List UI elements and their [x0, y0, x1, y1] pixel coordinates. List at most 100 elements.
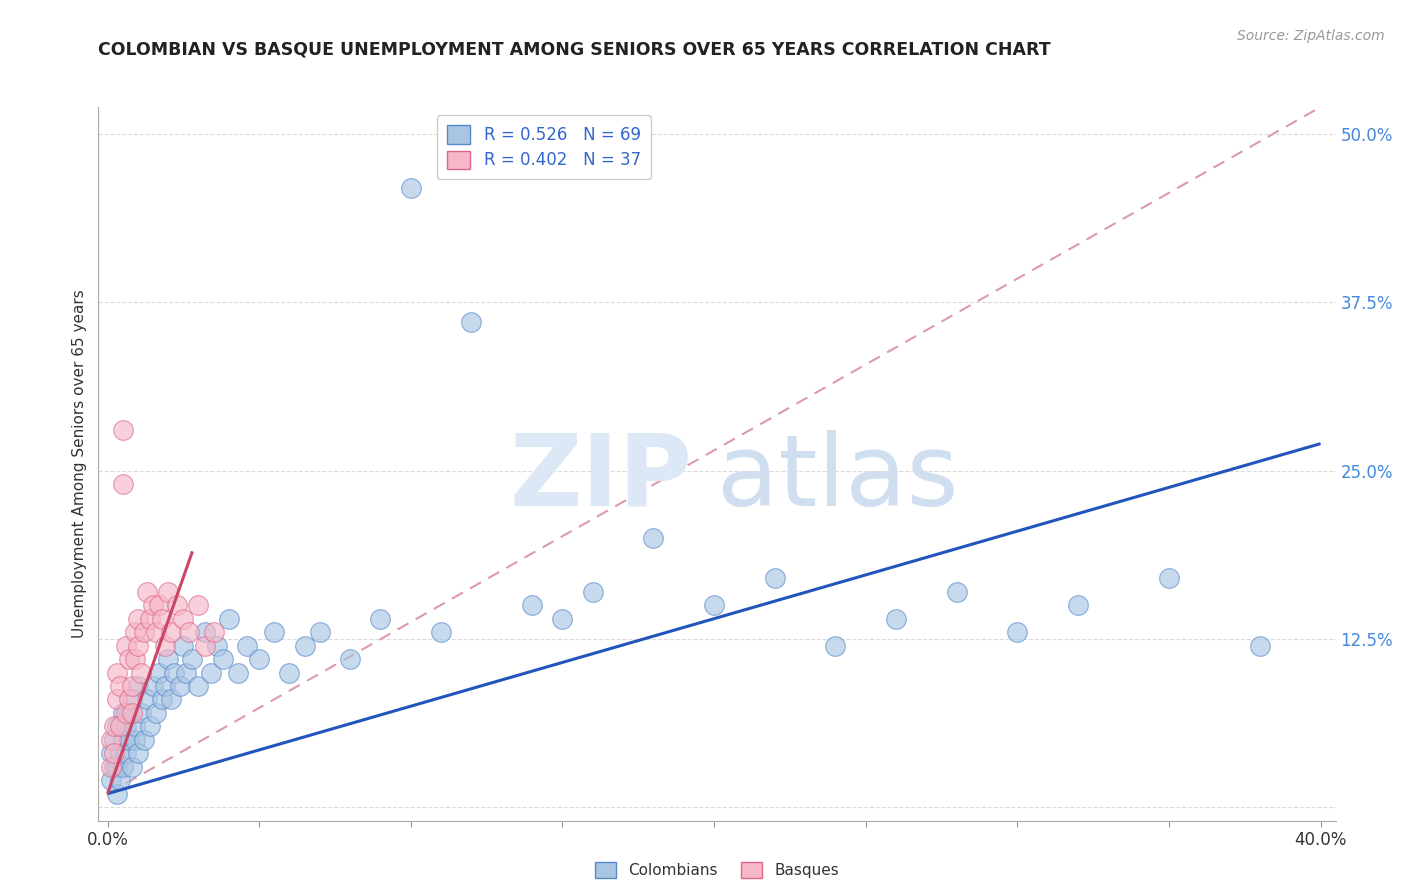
Text: COLOMBIAN VS BASQUE UNEMPLOYMENT AMONG SENIORS OVER 65 YEARS CORRELATION CHART: COLOMBIAN VS BASQUE UNEMPLOYMENT AMONG S… — [98, 40, 1052, 58]
Point — [100, 732, 122, 747]
Point — [169, 679, 191, 693]
Point — [114, 706, 136, 720]
Point — [294, 639, 316, 653]
Point — [103, 719, 125, 733]
Point — [142, 679, 165, 693]
Point — [1067, 598, 1090, 612]
Point — [111, 732, 134, 747]
Point — [236, 639, 259, 653]
Point — [105, 760, 128, 774]
Point — [105, 692, 128, 706]
Point — [370, 612, 392, 626]
Text: ZIP: ZIP — [509, 430, 692, 526]
Point — [108, 719, 131, 733]
Point — [103, 732, 125, 747]
Point — [136, 584, 159, 599]
Point — [139, 719, 162, 733]
Point — [127, 679, 149, 693]
Point — [157, 652, 180, 666]
Point — [127, 747, 149, 761]
Point — [129, 665, 152, 680]
Text: Source: ZipAtlas.com: Source: ZipAtlas.com — [1237, 29, 1385, 43]
Point — [1157, 571, 1180, 585]
Point — [145, 706, 167, 720]
Point — [945, 584, 967, 599]
Point — [176, 665, 198, 680]
Point — [202, 625, 225, 640]
Point — [100, 747, 122, 761]
Point — [111, 760, 134, 774]
Point — [150, 612, 173, 626]
Point — [118, 692, 141, 706]
Point — [163, 665, 186, 680]
Point — [108, 747, 131, 761]
Point — [150, 692, 173, 706]
Point — [211, 652, 233, 666]
Point — [139, 612, 162, 626]
Point — [114, 639, 136, 653]
Legend: Colombians, Basques: Colombians, Basques — [589, 855, 845, 884]
Point — [132, 732, 155, 747]
Point — [132, 625, 155, 640]
Point — [124, 719, 146, 733]
Text: atlas: atlas — [717, 430, 959, 526]
Point — [157, 584, 180, 599]
Point — [187, 598, 209, 612]
Point — [884, 612, 907, 626]
Point — [399, 181, 422, 195]
Point — [193, 639, 215, 653]
Point — [824, 639, 846, 653]
Point — [193, 625, 215, 640]
Point — [148, 665, 170, 680]
Point — [226, 665, 249, 680]
Point — [105, 719, 128, 733]
Point — [460, 316, 482, 330]
Point — [551, 612, 574, 626]
Point — [179, 625, 201, 640]
Point — [124, 652, 146, 666]
Point — [187, 679, 209, 693]
Point — [339, 652, 361, 666]
Point — [153, 639, 176, 653]
Point — [105, 665, 128, 680]
Y-axis label: Unemployment Among Seniors over 65 years: Unemployment Among Seniors over 65 years — [72, 290, 87, 638]
Point — [121, 706, 143, 720]
Point — [153, 679, 176, 693]
Point — [127, 639, 149, 653]
Point — [172, 639, 194, 653]
Point — [142, 598, 165, 612]
Point — [166, 598, 188, 612]
Point — [103, 760, 125, 774]
Point — [111, 477, 134, 491]
Point — [108, 773, 131, 788]
Point — [263, 625, 285, 640]
Point — [127, 612, 149, 626]
Point — [111, 423, 134, 437]
Point — [205, 639, 228, 653]
Point — [763, 571, 786, 585]
Point — [1007, 625, 1029, 640]
Point — [129, 706, 152, 720]
Point — [121, 760, 143, 774]
Point — [118, 706, 141, 720]
Point — [121, 692, 143, 706]
Point — [105, 787, 128, 801]
Point — [111, 706, 134, 720]
Point — [118, 652, 141, 666]
Point — [1249, 639, 1271, 653]
Point — [124, 625, 146, 640]
Point — [181, 652, 204, 666]
Point — [582, 584, 605, 599]
Point — [172, 612, 194, 626]
Point — [200, 665, 222, 680]
Point — [247, 652, 270, 666]
Point — [160, 692, 183, 706]
Point — [520, 598, 543, 612]
Point — [121, 679, 143, 693]
Point — [114, 747, 136, 761]
Point — [136, 692, 159, 706]
Point — [103, 747, 125, 761]
Point — [643, 531, 665, 545]
Point — [145, 625, 167, 640]
Point — [118, 732, 141, 747]
